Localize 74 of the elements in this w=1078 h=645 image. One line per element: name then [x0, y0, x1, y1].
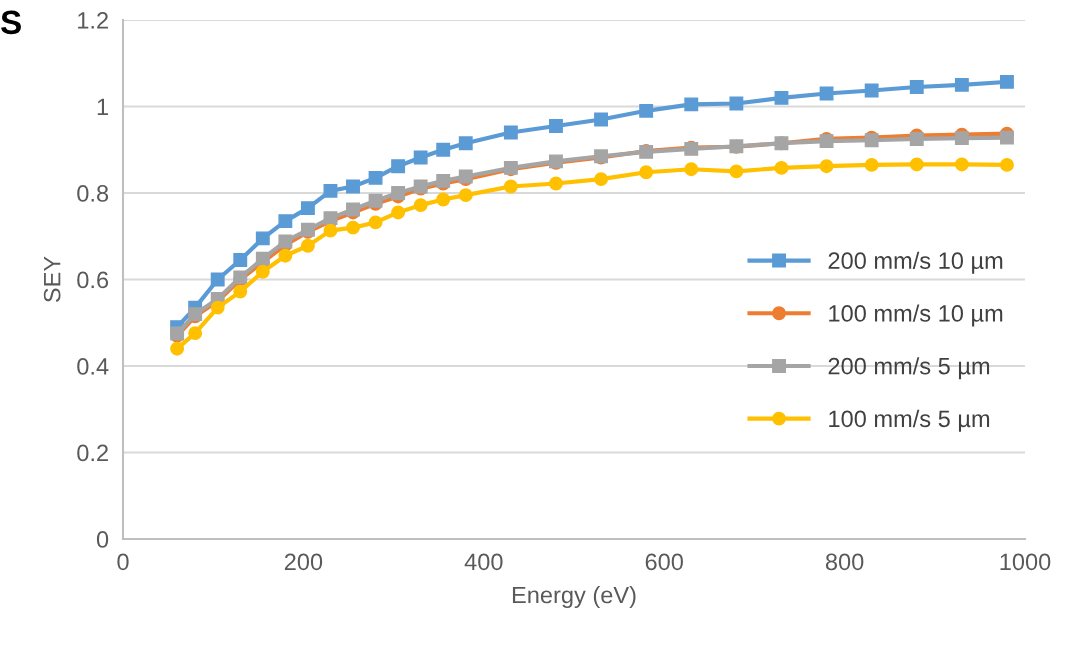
point: [684, 97, 699, 112]
point: [278, 214, 293, 229]
point: [436, 192, 451, 207]
point: [819, 86, 834, 101]
legend-label: 200 mm/s 10 µm: [828, 251, 1003, 274]
y-tick-label: 1.2: [78, 12, 108, 29]
point: [819, 159, 834, 174]
y-tick-label: 0.8: [77, 185, 109, 202]
point: [909, 157, 924, 172]
point: [368, 170, 383, 185]
point: [909, 80, 924, 94]
point: [170, 341, 185, 356]
point: [323, 183, 338, 198]
point: [391, 159, 406, 174]
point: [503, 125, 518, 140]
point: [458, 136, 473, 151]
point: [639, 165, 654, 180]
point: [1000, 74, 1014, 89]
point: [954, 157, 969, 172]
point: [458, 188, 473, 203]
y-tick-label: 0.2: [77, 444, 108, 462]
point: [413, 150, 428, 165]
point: [1000, 157, 1014, 172]
point: [368, 215, 383, 230]
point: [346, 179, 360, 194]
point: [1000, 130, 1014, 145]
point: [233, 284, 248, 299]
point: [954, 77, 969, 92]
point: [210, 300, 225, 315]
point: [255, 231, 270, 246]
point: [300, 238, 315, 253]
point: [549, 176, 563, 191]
point: [594, 112, 609, 127]
point: [413, 198, 428, 213]
point: [300, 201, 315, 216]
x-tick-label: 400: [464, 553, 503, 571]
point: [864, 157, 879, 172]
point: [729, 96, 744, 111]
x-tick-label: 800: [825, 553, 864, 571]
legend-label: 200 mm/s 5 µm: [828, 357, 990, 380]
point: [729, 164, 744, 179]
x-tick-label: 200: [284, 553, 323, 571]
x-tick-label: 1000: [1000, 553, 1051, 571]
point: [255, 264, 270, 279]
legend-label: 100 mm/s 10 µm: [829, 304, 1003, 327]
point: [774, 160, 789, 175]
point: [639, 103, 654, 118]
y-tick-label: 0: [96, 531, 109, 548]
point: [278, 248, 293, 263]
point: [346, 220, 360, 235]
point: [210, 272, 225, 287]
point: [864, 83, 879, 98]
point: [436, 142, 451, 157]
point: [954, 131, 969, 146]
x-tick-label: 0: [117, 553, 129, 571]
x-axis-title: Energy (eV): [512, 586, 636, 609]
point: [255, 251, 270, 266]
point: [684, 162, 699, 177]
y-tick-label: 0.6: [77, 271, 109, 289]
point: [323, 223, 338, 238]
point: [188, 326, 203, 341]
point: [774, 90, 789, 105]
point: [391, 205, 406, 220]
y-axis-title: SEY: [43, 256, 61, 303]
legend-label: 100 mm/s 5 µm: [829, 409, 990, 432]
point: [391, 186, 406, 200]
text: S: [0, 10, 21, 35]
point: [503, 179, 518, 194]
point: [594, 172, 609, 187]
point: [549, 119, 563, 133]
y-tick-label: 0.4: [77, 358, 109, 375]
point: [233, 253, 248, 267]
y-tick-label: 1: [97, 98, 108, 116]
x-tick-label: 600: [645, 553, 683, 571]
